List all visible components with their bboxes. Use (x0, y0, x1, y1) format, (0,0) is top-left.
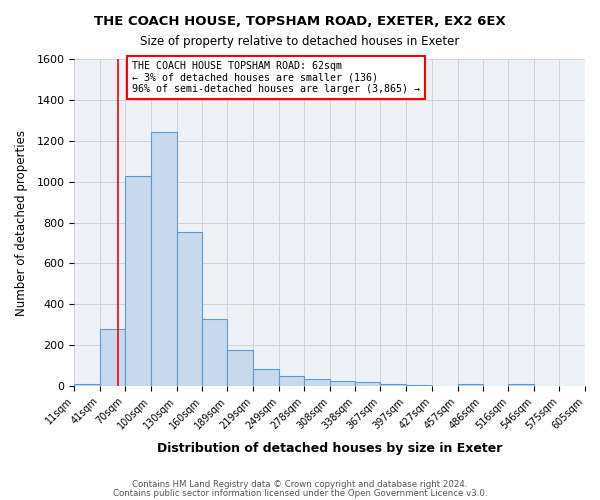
Bar (125, 176, 151, 386)
Bar (406, 384, 432, 386)
Bar (100, 329, 125, 386)
Bar (227, 350, 253, 386)
Bar (176, 232, 202, 386)
Text: THE COACH HOUSE, TOPSHAM ROAD, EXETER, EX2 6EX: THE COACH HOUSE, TOPSHAM ROAD, EXETER, E… (94, 15, 506, 28)
Bar (253, 369, 279, 386)
Text: Contains HM Land Registry data © Crown copyright and database right 2024.: Contains HM Land Registry data © Crown c… (132, 480, 468, 489)
Bar (151, 132, 176, 386)
Bar (202, 318, 227, 386)
Bar (279, 376, 304, 386)
Bar (355, 382, 380, 386)
Y-axis label: Number of detached properties: Number of detached properties (15, 130, 28, 316)
Bar (458, 384, 482, 386)
Text: THE COACH HOUSE TOPSHAM ROAD: 62sqm
← 3% of detached houses are smaller (136)
96: THE COACH HOUSE TOPSHAM ROAD: 62sqm ← 3%… (132, 61, 420, 94)
Bar (74, 384, 100, 386)
Bar (380, 384, 406, 386)
Text: Contains public sector information licensed under the Open Government Licence v3: Contains public sector information licen… (113, 488, 487, 498)
Bar (329, 381, 355, 386)
Text: Size of property relative to detached houses in Exeter: Size of property relative to detached ho… (140, 35, 460, 48)
X-axis label: Distribution of detached houses by size in Exeter: Distribution of detached houses by size … (157, 442, 502, 455)
Bar (508, 384, 534, 386)
Bar (304, 378, 329, 386)
